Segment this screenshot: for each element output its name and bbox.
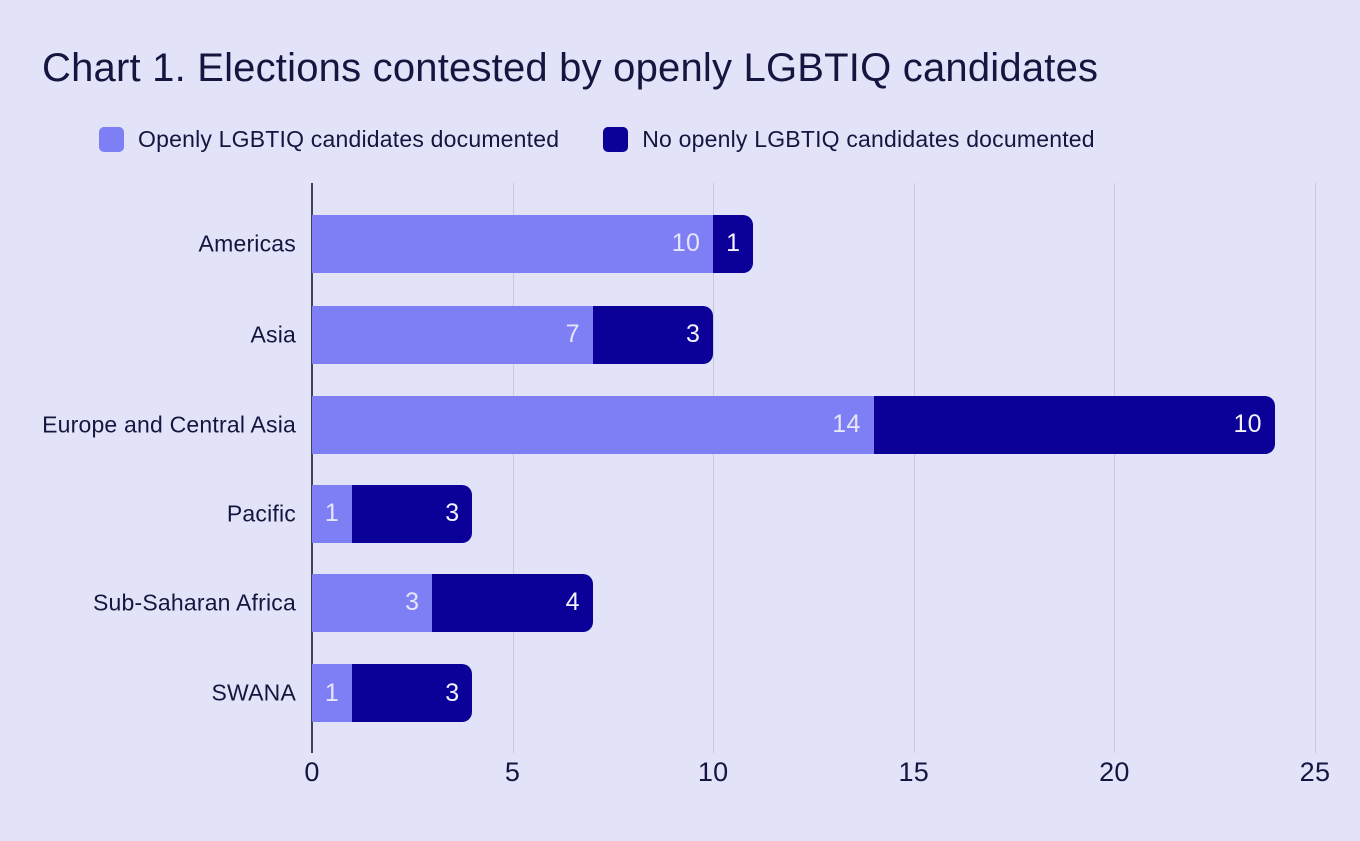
legend-label: Openly LGBTIQ candidates documented	[138, 126, 560, 152]
x-tick-label: 20	[1099, 757, 1130, 787]
bar-swana-open-documented[interactable]: 1	[312, 664, 353, 722]
bar-value-label: 7	[565, 320, 580, 348]
legend-item-no-openly-documented[interactable]: No openly LGBTIQ candidates documented	[603, 126, 1095, 153]
bar-value-label: 10	[671, 229, 701, 257]
bar-value-label: 4	[565, 588, 580, 616]
gridline	[913, 183, 915, 753]
gridline	[713, 183, 715, 753]
gridline	[1114, 183, 1116, 753]
x-tick-label: 5	[504, 757, 521, 787]
bar-sub-saharan-africa-none-documented[interactable]: 4	[432, 573, 593, 632]
bar-europe-and-central-asia-open-documented[interactable]: 14	[312, 395, 874, 454]
bar-pacific-none-documented[interactable]: 3	[352, 484, 473, 543]
bar-value-label: 1	[324, 678, 340, 707]
x-tick-label: 15	[898, 757, 930, 787]
category-label-pacific: Pacific	[226, 499, 296, 526]
bar-asia-open-documented[interactable]: 7	[312, 305, 593, 364]
category-label-swana: SWANA	[211, 679, 296, 706]
bar-value-label: 3	[685, 320, 701, 348]
zero-axis-line	[311, 183, 313, 753]
legend-swatch-openly-documented-icon	[99, 127, 124, 152]
chart-title: Chart 1. Elections contested by openly L…	[42, 46, 1099, 90]
bar-value-label: 3	[405, 588, 420, 616]
bar-value-label: 14	[832, 410, 861, 438]
legend-label: No openly LGBTIQ candidates documented	[642, 126, 1095, 152]
legend-item-openly-documented[interactable]: Openly LGBTIQ candidates documented	[99, 126, 559, 153]
bar-value-label: 3	[445, 678, 460, 707]
bar-sub-saharan-africa-open-documented[interactable]: 3	[312, 573, 433, 632]
category-label-americas: Americas	[198, 229, 296, 256]
category-label-europe-and-central-asia: Europe and Central Asia	[42, 410, 296, 437]
gridline	[512, 183, 514, 753]
bar-value-label: 1	[726, 229, 741, 257]
bar-americas-open-documented[interactable]: 10	[312, 214, 714, 273]
gridline	[1315, 183, 1316, 753]
bar-value-label: 10	[1233, 410, 1262, 438]
chart-legend: Openly LGBTIQ candidates documented No o…	[99, 126, 1095, 153]
bar-value-label: 3	[445, 499, 460, 527]
bar-pacific-open-documented[interactable]: 1	[312, 484, 353, 543]
bar-swana-none-documented[interactable]: 3	[352, 664, 473, 722]
x-tick-label: 0	[304, 757, 320, 787]
x-tick-label: 25	[1299, 757, 1331, 787]
x-tick-label: 10	[697, 757, 729, 787]
category-label-sub-saharan-africa: Sub-Saharan Africa	[92, 588, 296, 615]
category-label-asia: Asia	[250, 320, 296, 347]
legend-swatch-no-openly-documented-icon	[603, 127, 629, 152]
bar-americas-none-documented[interactable]: 1	[713, 214, 754, 273]
bar-europe-and-central-asia-none-documented[interactable]: 10	[873, 395, 1275, 454]
bar-value-label: 1	[324, 499, 340, 527]
bar-asia-none-documented[interactable]: 3	[592, 305, 714, 364]
